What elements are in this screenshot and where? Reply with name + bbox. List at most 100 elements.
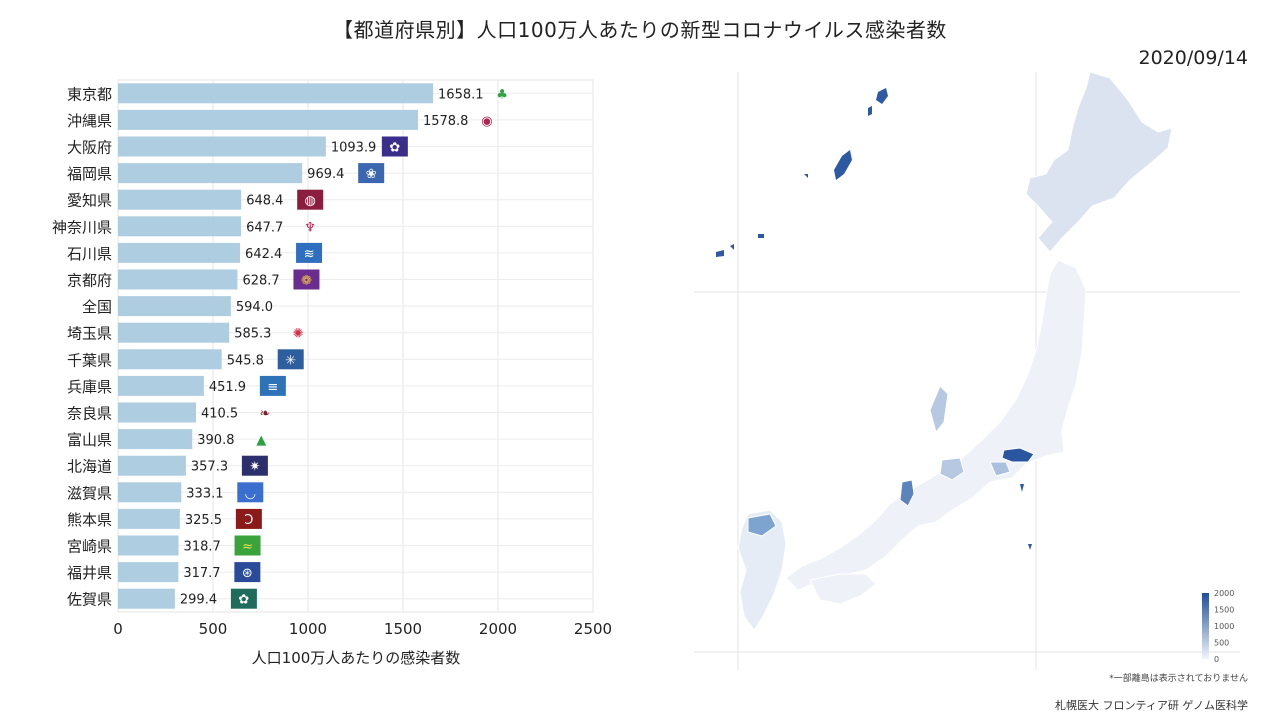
category-label: 熊本県: [67, 511, 112, 529]
prefecture-emblem-icon: ✺: [293, 327, 304, 342]
category-label: 埼玉県: [67, 325, 112, 343]
bar: [118, 508, 180, 529]
category-label: 京都府: [67, 272, 112, 290]
bar-value-label: 325.5: [185, 513, 222, 528]
tokyo-region: [1001, 447, 1035, 463]
bar-value-label: 357.3: [191, 460, 228, 475]
okinawa-island: [730, 244, 734, 250]
bar-value-label: 318.7: [184, 540, 221, 555]
category-label: 沖縄県: [67, 112, 112, 130]
legend-tick-label: 500: [1214, 639, 1229, 648]
bar-value-label: 317.7: [183, 566, 220, 581]
okinawa-island: [1020, 484, 1024, 492]
hokkaido-region: [1025, 71, 1173, 253]
bar: [118, 535, 179, 556]
legend-tick-label: 2000: [1214, 589, 1234, 598]
prefecture-emblem-icon: ≈: [242, 540, 253, 555]
prefecture-flag-icon: [358, 163, 385, 184]
date-label: 2020/09/14: [1138, 47, 1248, 69]
category-label: 神奈川県: [52, 218, 112, 236]
x-tick-label: 1000: [289, 620, 327, 638]
prefecture-emblem-icon: ⊛: [242, 566, 253, 581]
bar-value-label: 1578.8: [423, 114, 469, 129]
category-label: 富山県: [67, 431, 112, 449]
prefecture-emblem-icon: Ɔ: [244, 513, 253, 528]
bar-value-label: 628.7: [242, 274, 279, 289]
bar: [118, 136, 326, 157]
bar: [118, 375, 204, 396]
x-tick-label: 500: [199, 620, 228, 638]
ishikawa-region: [929, 385, 949, 434]
category-label: 宮崎県: [67, 538, 112, 556]
okinawa-island: [804, 174, 808, 178]
choropleth-map: 2000 1500 1000 500 0: [694, 71, 1240, 670]
bar: [118, 322, 230, 343]
okinawa-island: [868, 106, 872, 116]
bar: [118, 296, 231, 317]
prefecture-emblem-icon: ◉: [481, 114, 492, 129]
prefecture-flag-icon: [241, 455, 268, 476]
bar: [118, 482, 182, 503]
bar-value-label: 1658.1: [438, 87, 484, 102]
category-label: 佐賀県: [67, 591, 112, 609]
okinawa-island: [758, 234, 764, 238]
okinawa-island: [834, 150, 852, 180]
bar-value-label: 647.7: [246, 220, 283, 235]
bar: [118, 269, 238, 290]
bar: [118, 562, 179, 583]
x-tick-label: 2000: [479, 620, 517, 638]
prefecture-flag-icon: [277, 349, 304, 370]
category-label: 石川県: [67, 245, 112, 263]
bar-value-label: 390.8: [197, 433, 234, 448]
prefecture-emblem-icon: ≋: [304, 247, 315, 262]
category-label: 全国: [82, 298, 112, 316]
bar-value-label: 594.0: [236, 300, 273, 315]
x-axis-label: 人口100万人あたりの感染者数: [252, 649, 461, 667]
bar: [118, 109, 418, 130]
fukuoka-region: [747, 513, 777, 537]
category-label: 滋賀県: [67, 484, 112, 502]
osaka-region: [899, 479, 915, 507]
prefecture-emblem-icon: ♣: [496, 87, 508, 102]
plot-panel: [117, 79, 594, 613]
category-label: 兵庫県: [67, 378, 112, 396]
bar-value-label: 545.8: [227, 353, 264, 368]
category-label: 愛知県: [67, 192, 112, 210]
bar: [118, 402, 196, 423]
x-tick-label: 0: [113, 620, 123, 638]
bar: [118, 455, 186, 476]
bar: [118, 163, 303, 184]
bar-value-label: 299.4: [180, 593, 217, 608]
legend-tick-label: 1500: [1214, 606, 1234, 615]
prefecture-emblem-icon: ≡: [267, 380, 278, 395]
prefecture-emblem-icon: ▲: [256, 433, 266, 448]
category-label: 福岡県: [67, 165, 112, 183]
prefecture-emblem-icon: ◡: [245, 486, 256, 501]
map-note: *一部離島は表示されておりません: [1109, 674, 1248, 684]
prefecture-flag-icon: [230, 588, 257, 609]
bar-value-label: 1093.9: [331, 141, 377, 156]
chart-title: 【都道府県別】人口100万人あたりの新型コロナウイルス感染者数: [333, 18, 947, 42]
prefecture-flag-icon: [234, 562, 261, 583]
prefecture-emblem-icon: ❧: [260, 407, 271, 422]
category-label: 大阪府: [67, 139, 112, 157]
bar-value-label: 333.1: [186, 486, 223, 501]
bar: [118, 242, 241, 263]
shikoku-region: [809, 573, 877, 605]
chubu-region: [939, 457, 965, 481]
prefecture-emblem-icon: ♆: [304, 220, 316, 235]
prefecture-flag-icon: [381, 136, 408, 157]
kanto-region: [989, 461, 1011, 477]
bar-value-label: 969.4: [307, 167, 344, 182]
category-label: 北海道: [67, 458, 112, 476]
okinawa-island: [876, 88, 888, 104]
prefecture-emblem-icon: ◍: [305, 194, 316, 209]
prefecture-emblem-icon: ✷: [249, 460, 260, 475]
prefecture-flag-icon: [297, 189, 324, 210]
category-label: 奈良県: [67, 405, 112, 423]
bar-value-label: 410.5: [201, 407, 238, 422]
x-tick-label: 1500: [384, 620, 422, 638]
kyushu-region: [737, 509, 787, 631]
category-label: 福井県: [67, 564, 112, 582]
category-label: 千葉県: [67, 351, 112, 369]
